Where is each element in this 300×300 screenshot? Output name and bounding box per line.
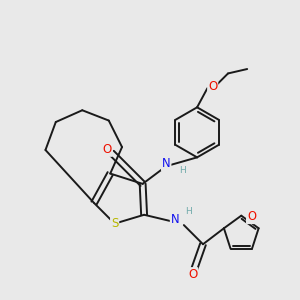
Text: N: N (162, 157, 170, 170)
Text: H: H (179, 166, 186, 175)
Text: O: O (247, 210, 256, 223)
Text: N: N (171, 213, 179, 226)
Text: O: O (103, 143, 112, 156)
Text: H: H (185, 207, 192, 216)
Text: S: S (111, 217, 118, 230)
Text: O: O (188, 268, 197, 281)
Text: O: O (208, 80, 217, 93)
